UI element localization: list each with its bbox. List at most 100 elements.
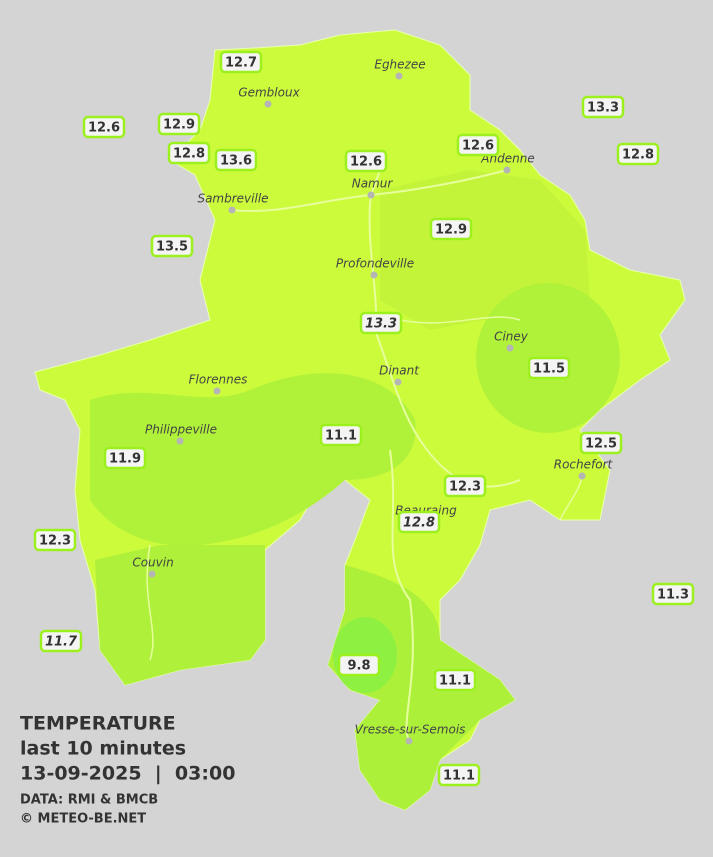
station: 12.8 bbox=[167, 141, 211, 165]
station-value: 12.9 bbox=[163, 118, 195, 133]
station-value: 11.7 bbox=[45, 635, 78, 650]
station-value: 12.7 bbox=[225, 56, 257, 71]
station-box bbox=[651, 582, 695, 606]
station-value: 12.3 bbox=[39, 534, 71, 549]
city-dot bbox=[395, 72, 403, 80]
city-dot bbox=[367, 191, 375, 199]
city-dot bbox=[370, 271, 378, 279]
cool-zone bbox=[90, 373, 416, 546]
station-box bbox=[167, 141, 211, 165]
station: 11.1 bbox=[319, 423, 363, 447]
station-value: 11.9 bbox=[109, 452, 141, 467]
city-dot bbox=[228, 206, 236, 214]
station-value: 12.6 bbox=[350, 155, 382, 170]
station: 12.5 bbox=[579, 431, 623, 455]
source: DATA: RMI & BMCB bbox=[20, 793, 158, 808]
station-value: 12.9 bbox=[435, 223, 467, 238]
station: 12.8 bbox=[616, 142, 660, 166]
station: 12.6 bbox=[344, 149, 388, 173]
city-label: Eghezee bbox=[374, 58, 425, 72]
city-dot bbox=[176, 437, 184, 445]
station: 12.7 bbox=[219, 50, 263, 74]
station: 13.3 bbox=[359, 311, 403, 335]
title: TEMPERATURE bbox=[20, 713, 176, 735]
city-dot bbox=[394, 378, 402, 386]
city-label: Vresse-sur-Semois bbox=[355, 723, 466, 737]
station-box bbox=[429, 217, 473, 241]
station: 12.9 bbox=[429, 217, 473, 241]
city-dot bbox=[506, 344, 514, 352]
city-label: Dinant bbox=[379, 364, 420, 378]
station: 12.3 bbox=[443, 474, 487, 498]
station-box bbox=[103, 446, 147, 470]
station: 12.8 bbox=[397, 510, 441, 534]
city-label: Philippeville bbox=[145, 423, 217, 437]
stations: 12.7 12.6 12.9 12.8 13.6 12.6 12.6 13.3 12.8 13.5… bbox=[33, 50, 695, 787]
station-value: 12.8 bbox=[173, 147, 205, 162]
station-box bbox=[33, 528, 77, 552]
city-label: Florennes bbox=[189, 373, 248, 387]
city-dot bbox=[148, 570, 156, 578]
station-box bbox=[456, 133, 500, 157]
city-label: Sambreville bbox=[197, 192, 268, 206]
city-dot bbox=[405, 737, 413, 745]
station-box bbox=[344, 149, 388, 173]
station-value: 11.5 bbox=[533, 362, 565, 377]
station: 11.1 bbox=[433, 668, 477, 692]
city-label: Namur bbox=[352, 177, 394, 191]
station: 12.6 bbox=[456, 133, 500, 157]
station-box bbox=[527, 356, 571, 380]
city-dot bbox=[503, 166, 511, 174]
station-value: 11.1 bbox=[325, 429, 357, 444]
city-dot bbox=[578, 472, 586, 480]
station-box bbox=[219, 50, 263, 74]
station-value: 11.3 bbox=[657, 588, 689, 603]
station-box bbox=[443, 474, 487, 498]
credit: © METEO-BE.NET bbox=[20, 812, 146, 827]
station-box bbox=[319, 423, 363, 447]
station-box bbox=[150, 234, 194, 258]
station: 13.5 bbox=[150, 234, 194, 258]
station: 11.9 bbox=[103, 446, 147, 470]
city-label: Gembloux bbox=[238, 86, 300, 100]
station-box bbox=[337, 653, 381, 677]
station-box bbox=[157, 112, 201, 136]
station-box bbox=[616, 142, 660, 166]
station: 12.6 bbox=[82, 115, 126, 139]
city-dot bbox=[264, 100, 272, 108]
station-value: 13.6 bbox=[220, 154, 252, 169]
station-value: 12.5 bbox=[585, 437, 617, 452]
station: 12.3 bbox=[33, 528, 77, 552]
station: 12.9 bbox=[157, 112, 201, 136]
station-value: 12.8 bbox=[403, 516, 435, 531]
station-value: 12.6 bbox=[462, 139, 494, 154]
station-value: 12.6 bbox=[88, 121, 120, 136]
station: 13.6 bbox=[214, 148, 258, 172]
station-box bbox=[359, 311, 403, 335]
station: 11.7 bbox=[39, 629, 83, 653]
station-value: 11.1 bbox=[443, 769, 475, 784]
station-box bbox=[214, 148, 258, 172]
city-label: Couvin bbox=[132, 556, 173, 570]
city-dot bbox=[213, 387, 221, 395]
station-box bbox=[437, 763, 481, 787]
station: 11.1 bbox=[437, 763, 481, 787]
station: 11.5 bbox=[527, 356, 571, 380]
station-box bbox=[579, 431, 623, 455]
city-label: Ciney bbox=[494, 330, 529, 344]
city-label: Rochefort bbox=[554, 458, 614, 472]
subtitle: last 10 minutes bbox=[20, 738, 186, 760]
station-value: 11.1 bbox=[439, 674, 471, 689]
station-box bbox=[433, 668, 477, 692]
station: 13.3 bbox=[581, 95, 625, 119]
station-box bbox=[581, 95, 625, 119]
station-value: 12.3 bbox=[449, 480, 481, 495]
station-box bbox=[82, 115, 126, 139]
city-label: Profondeville bbox=[336, 257, 414, 271]
station-value: 9.8 bbox=[347, 659, 370, 674]
cool-zone bbox=[95, 545, 265, 685]
station-value: 13.5 bbox=[156, 240, 188, 255]
datetime: 13-09-2025 | 03:00 bbox=[20, 763, 235, 785]
station-box bbox=[397, 510, 441, 534]
